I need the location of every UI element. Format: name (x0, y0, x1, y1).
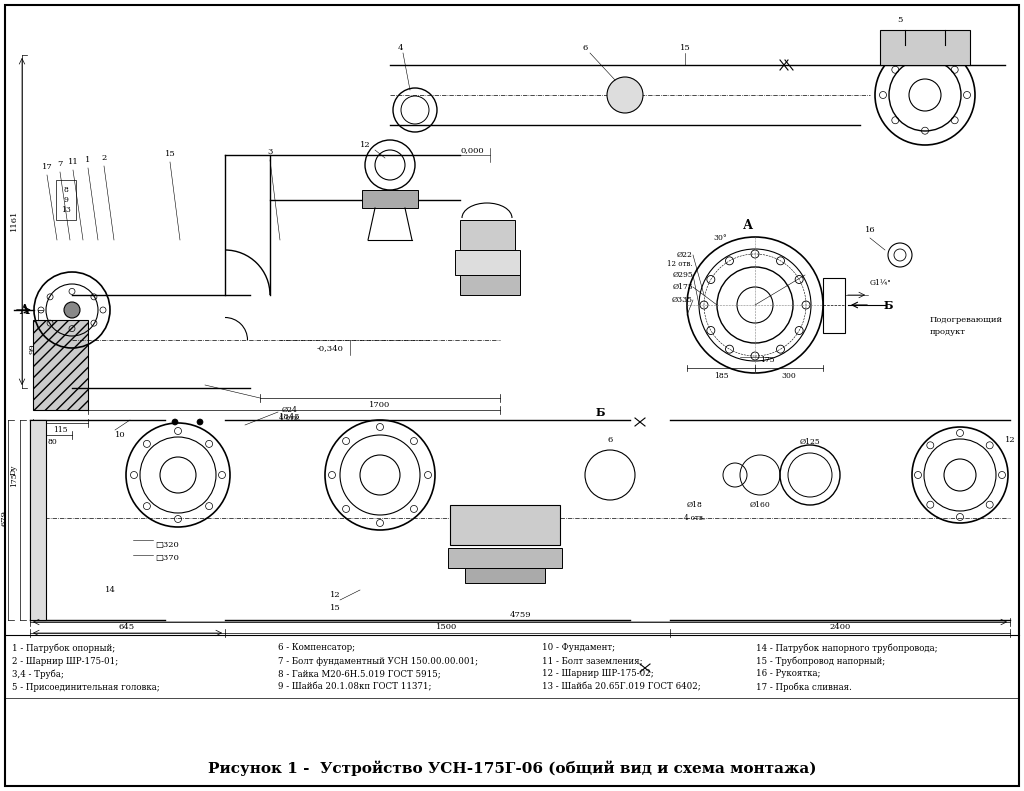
Text: Рисунок 1 -  Устройство УСН-175Г-06 (общий вид и схема монтажа): Рисунок 1 - Устройство УСН-175Г-06 (общи… (208, 760, 816, 776)
Text: 2: 2 (101, 154, 106, 162)
Text: 16 - Рукоятка;: 16 - Рукоятка; (756, 669, 820, 679)
Text: 2400: 2400 (829, 623, 851, 631)
Text: 12 - Шарнир ШР-175-02;: 12 - Шарнир ШР-175-02; (542, 669, 653, 679)
Text: 1500: 1500 (436, 623, 458, 631)
Bar (823, 278, 845, 333)
Text: 11: 11 (68, 158, 79, 166)
Bar (450, 505, 560, 545)
Text: 4: 4 (397, 44, 402, 52)
Text: 12 отв.: 12 отв. (668, 260, 693, 268)
Text: 6 - Компенсатор;: 6 - Компенсатор; (278, 644, 355, 653)
Text: 0,000: 0,000 (460, 146, 483, 154)
Text: 1 - Патрубок опорный;: 1 - Патрубок опорный; (12, 643, 116, 653)
Text: 6: 6 (583, 44, 588, 52)
Text: Ø160: Ø160 (750, 501, 770, 509)
Circle shape (65, 302, 80, 318)
Text: Ø335: Ø335 (672, 296, 693, 304)
Text: 4759: 4759 (509, 611, 530, 619)
Text: 15: 15 (165, 150, 175, 158)
Text: Б: Б (595, 407, 605, 418)
Text: 7: 7 (57, 160, 62, 168)
Text: 1700: 1700 (370, 401, 390, 409)
Bar (880, 30, 970, 65)
Text: 30°: 30° (713, 234, 727, 242)
Text: 14 - Патрубок напорного трубопровода;: 14 - Патрубок напорного трубопровода; (756, 643, 938, 653)
Bar (460, 220, 515, 250)
Text: Ø22: Ø22 (677, 251, 693, 259)
Text: 80: 80 (47, 438, 57, 446)
Bar (30, 420, 46, 620)
Text: Dy: Dy (10, 465, 18, 475)
Text: 17: 17 (42, 163, 52, 171)
Text: 2 - Шарнир ШР-175-01;: 2 - Шарнир ШР-175-01; (12, 657, 118, 665)
Text: Б: Б (884, 300, 893, 311)
Bar (56, 180, 76, 220)
Text: 17 - Пробка сливная.: 17 - Пробка сливная. (756, 683, 852, 692)
Text: 10: 10 (115, 431, 126, 439)
Text: 12: 12 (1005, 436, 1016, 444)
Text: 185: 185 (714, 372, 728, 380)
Text: 175: 175 (760, 356, 774, 364)
Text: 13 - Шайба 20.65Г.019 ГОСТ 6402;: 13 - Шайба 20.65Г.019 ГОСТ 6402; (542, 683, 700, 691)
Text: 8 - Гайка М20-6Н.5.019 ГОСТ 5915;: 8 - Гайка М20-6Н.5.019 ГОСТ 5915; (278, 669, 440, 679)
Text: 3,4 - Труба;: 3,4 - Труба; (12, 669, 63, 679)
Text: 3: 3 (267, 148, 272, 156)
Text: 15 - Трубопровод напорный;: 15 - Трубопровод напорный; (756, 657, 886, 666)
Text: 12: 12 (359, 141, 371, 149)
Circle shape (607, 77, 643, 113)
Text: Ø24: Ø24 (282, 406, 298, 414)
Text: 5 - Присоединительная головка;: 5 - Присоединительная головка; (12, 683, 160, 691)
Text: 8: 8 (63, 186, 69, 194)
Text: 679: 679 (0, 510, 8, 526)
Text: 11 - Болт заземления;: 11 - Болт заземления; (542, 657, 643, 665)
Text: □370: □370 (155, 554, 179, 562)
Text: 16: 16 (864, 226, 876, 234)
Circle shape (160, 457, 196, 493)
Text: 7 - Болт фундаментный УСН 150.00.00.001;: 7 - Болт фундаментный УСН 150.00.00.001; (278, 657, 478, 665)
Text: 13: 13 (61, 206, 71, 214)
Text: 1: 1 (85, 156, 91, 164)
Text: Ø18: Ø18 (687, 501, 702, 509)
Text: Подогревающий: Подогревающий (930, 316, 1004, 324)
Text: □320: □320 (155, 541, 179, 549)
Text: 4 отв.: 4 отв. (280, 414, 301, 422)
Bar (460, 275, 520, 295)
Bar (362, 190, 418, 208)
Text: 10 - Фундамент;: 10 - Фундамент; (542, 644, 615, 653)
Text: Ø125: Ø125 (800, 438, 820, 446)
Text: Ø175: Ø175 (672, 283, 693, 291)
Circle shape (172, 419, 178, 425)
Bar (449, 548, 562, 568)
Text: 115: 115 (52, 426, 68, 434)
Bar (33, 320, 88, 410)
Text: 14: 14 (104, 586, 116, 594)
Text: 5: 5 (897, 16, 903, 24)
Text: 15: 15 (330, 604, 340, 612)
Text: G1¼": G1¼" (870, 279, 892, 287)
Text: 4 отв.: 4 отв. (684, 514, 706, 522)
Text: А: А (743, 218, 753, 232)
Text: 12: 12 (330, 591, 340, 599)
Text: 1845: 1845 (280, 413, 301, 421)
Bar (465, 568, 545, 583)
Text: Ø295: Ø295 (672, 271, 693, 279)
Text: 175: 175 (10, 473, 18, 487)
Text: продукт: продукт (930, 328, 966, 336)
Text: A: A (19, 304, 29, 316)
Bar (455, 250, 520, 275)
Text: 645: 645 (119, 623, 135, 631)
Circle shape (197, 419, 203, 425)
Text: 300: 300 (781, 372, 797, 380)
Text: 15: 15 (680, 44, 690, 52)
Text: 1161: 1161 (10, 210, 18, 231)
Text: 99: 99 (28, 343, 36, 354)
Text: 9: 9 (63, 196, 69, 204)
Text: 9 - Шайба 20.1.08кп ГОСТ 11371;: 9 - Шайба 20.1.08кп ГОСТ 11371; (278, 683, 431, 691)
Text: -0,340: -0,340 (316, 344, 343, 352)
Text: 6: 6 (607, 436, 612, 444)
